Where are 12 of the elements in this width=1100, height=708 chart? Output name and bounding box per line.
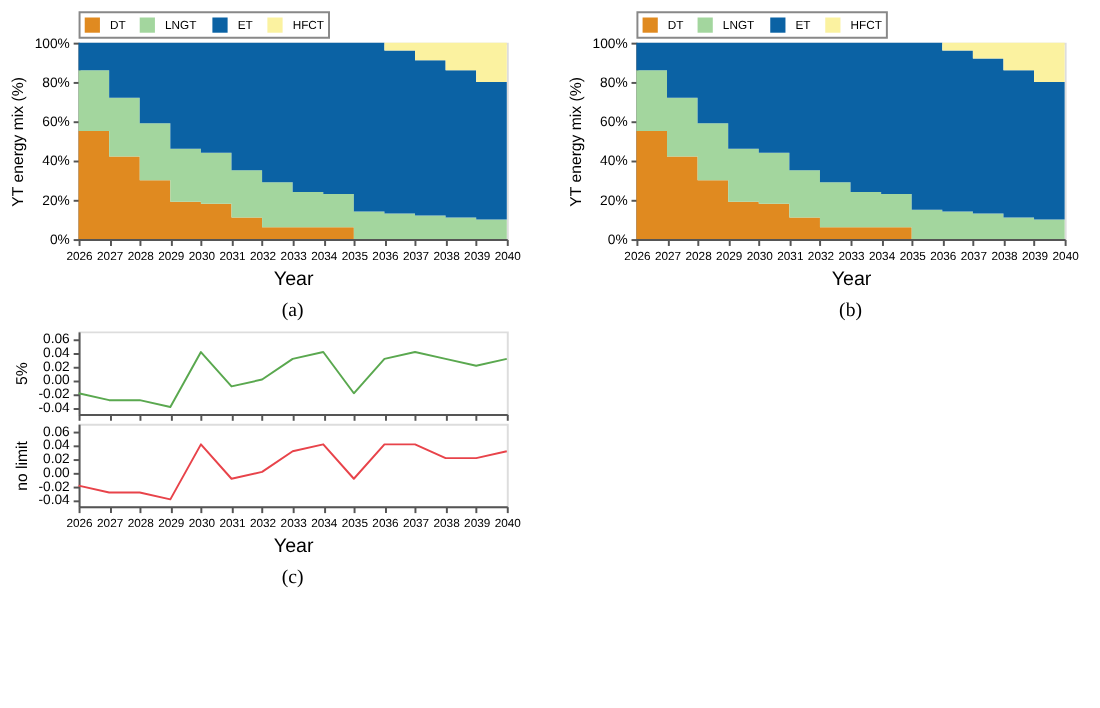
y-axis-title: 5% [12,362,31,385]
line-series [77,443,508,501]
y-axis-title: YT energy mix (%) [566,76,585,207]
text: (b) [839,299,862,322]
text: (a) [281,299,304,322]
x-axis-title: Year [273,536,315,559]
y-axis-title: no limit [12,439,31,491]
x-axis-title: Year [831,269,873,292]
text: (c) [281,566,304,589]
y-axis-title: YT energy mix (%) [8,76,27,207]
line-series [77,351,508,409]
x-axis-title: Year [273,269,315,292]
